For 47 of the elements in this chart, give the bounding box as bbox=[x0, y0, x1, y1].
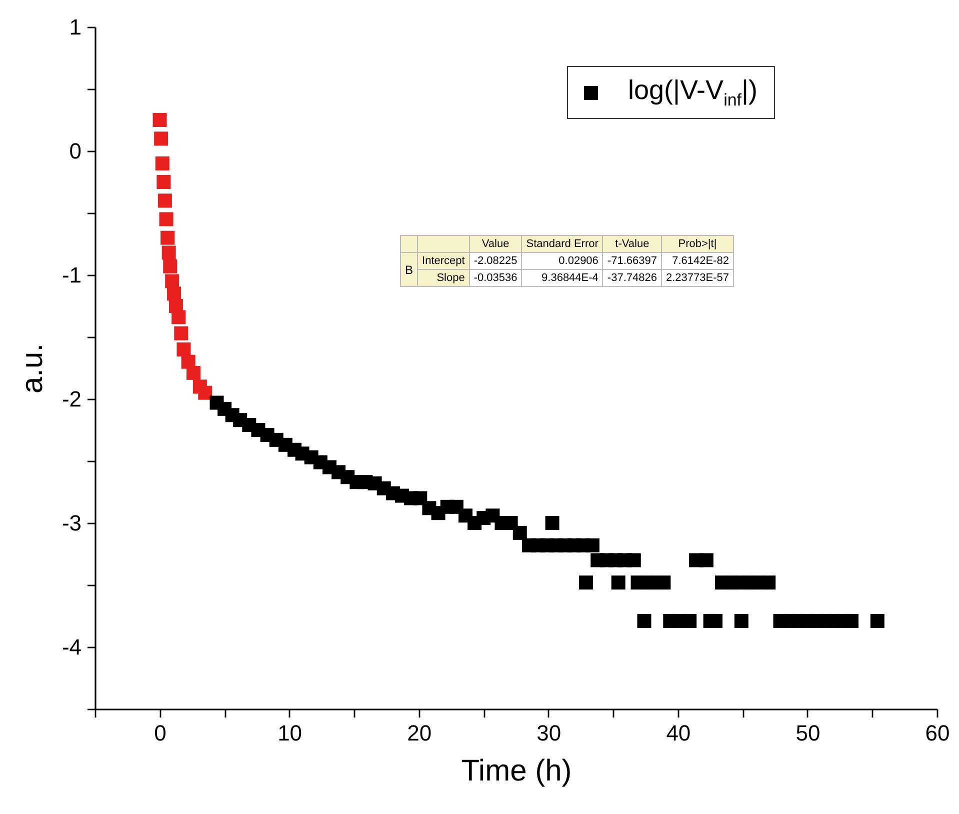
x-tick-label: 30 bbox=[536, 720, 562, 746]
annotation: -37.74826 bbox=[602, 270, 662, 286]
point bbox=[158, 194, 172, 208]
annotation: Intercept bbox=[418, 252, 470, 270]
y-tick-label: -4 bbox=[62, 634, 82, 660]
point bbox=[152, 113, 167, 127]
annotation: 9.36844E-4 bbox=[522, 270, 603, 286]
legend-label: log(|V-V$_{inf}$|) bbox=[628, 75, 758, 110]
y-tick-label: -2 bbox=[62, 386, 82, 412]
x-tick-label: 0 bbox=[154, 720, 166, 746]
annotation: -0.03536 bbox=[469, 270, 522, 286]
point bbox=[186, 366, 200, 380]
x-tick-label: 40 bbox=[666, 720, 691, 746]
annotation: Standard Error bbox=[522, 236, 603, 252]
point bbox=[172, 310, 186, 324]
point bbox=[154, 132, 168, 146]
annotation: t-Value bbox=[602, 236, 662, 252]
y-axis-title: a.u. bbox=[16, 343, 49, 394]
y-tick-label: 0 bbox=[69, 138, 82, 164]
point bbox=[162, 246, 176, 260]
point bbox=[174, 326, 188, 340]
x-axis-title: Time (h) bbox=[461, 754, 572, 788]
y-tick-label: -3 bbox=[62, 510, 82, 536]
annotation: Slope bbox=[418, 270, 470, 286]
x-tick-label: 10 bbox=[278, 720, 302, 746]
annotation: Prob>|t| bbox=[661, 236, 734, 252]
x-tick-label: 60 bbox=[925, 720, 950, 746]
annotation: Value bbox=[469, 236, 522, 252]
point bbox=[163, 259, 178, 274]
point bbox=[156, 175, 171, 189]
y-tick-label: 1 bbox=[69, 14, 82, 40]
annotation: 7.6142E-82 bbox=[661, 252, 734, 270]
annotation: -2.08225 bbox=[469, 252, 522, 270]
point bbox=[167, 286, 182, 301]
point bbox=[176, 342, 191, 356]
point bbox=[198, 386, 212, 400]
point bbox=[165, 274, 180, 288]
x-tick-label: 20 bbox=[407, 720, 432, 746]
point bbox=[159, 212, 174, 226]
point bbox=[160, 230, 175, 245]
annotation: 0.02906 bbox=[522, 252, 603, 270]
x-tick-label: 50 bbox=[796, 720, 820, 746]
y-tick-label: -1 bbox=[62, 262, 82, 288]
annotation: B bbox=[400, 252, 418, 286]
annotation: 2.23773E-57 bbox=[661, 270, 734, 286]
annotation: -71.66397 bbox=[602, 252, 662, 270]
point bbox=[155, 156, 170, 170]
